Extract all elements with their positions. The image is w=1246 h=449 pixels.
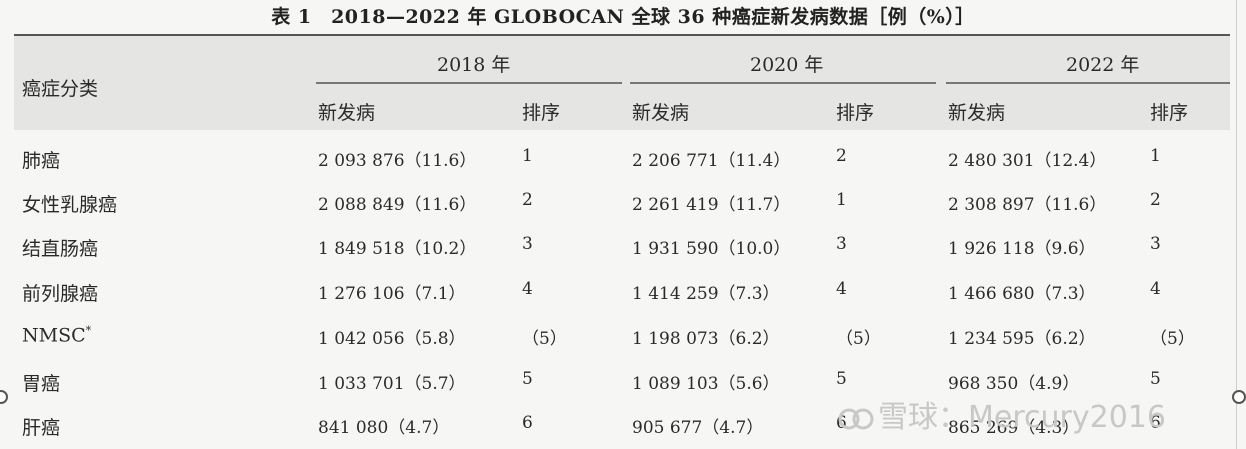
- row-rank-2022: 5: [1150, 369, 1161, 389]
- row-new-cases-2022: 2 308 897（11.6）: [948, 195, 1107, 215]
- category-header: 癌症分类: [22, 78, 99, 100]
- new-cases-header-2018: 新发病: [318, 102, 376, 124]
- rank-header-2020: 排序: [836, 102, 875, 124]
- row-new-cases-2022: 865 269（4.3）: [948, 418, 1080, 438]
- rank-header-2018: 排序: [522, 102, 561, 124]
- row-rank-2022: 6: [1150, 413, 1161, 433]
- category-name: 结直肠癌: [22, 238, 99, 260]
- row-category: 女性乳腺癌: [22, 190, 117, 217]
- row-category: 胃癌: [22, 369, 60, 396]
- row-rank-2020: 1: [836, 190, 847, 210]
- right-handle-icon: [1232, 390, 1246, 404]
- row-new-cases-2022: 1 234 595（6.2）: [948, 329, 1096, 349]
- row-category: 肝癌: [22, 413, 60, 440]
- row-rank-2022: 1: [1150, 146, 1161, 166]
- row-rank-2020: 3: [836, 234, 847, 254]
- row-new-cases-2018: 1 042 056（5.8）: [318, 329, 466, 349]
- rank-header-2022: 排序: [1150, 102, 1189, 124]
- row-rank-2018: 1: [522, 146, 533, 166]
- category-name: 肝癌: [22, 417, 61, 439]
- row-new-cases-2018: 1 033 701（5.7）: [318, 374, 466, 394]
- year-2018-rule: [316, 82, 622, 84]
- row-new-cases-2018: 1 849 518（10.2）: [318, 239, 477, 259]
- row-category: 结直肠癌: [22, 234, 98, 261]
- row-new-cases-2020: 905 677（4.7）: [632, 418, 764, 438]
- watermark-text: 雪球：Mercury2016: [878, 400, 1166, 435]
- row-new-cases-2018: 1 276 106（7.1）: [318, 284, 466, 304]
- category-name: 胃癌: [22, 373, 61, 395]
- year-header-2022: 2022 年: [1066, 54, 1140, 76]
- row-rank-2018: 5: [522, 369, 533, 389]
- row-new-cases-2020: 2 261 419（11.7）: [632, 195, 791, 215]
- row-rank-2022: 2: [1150, 190, 1161, 210]
- category-name: 女性乳腺癌: [22, 194, 118, 216]
- row-new-cases-2022: 968 350（4.9）: [948, 374, 1080, 394]
- row-rank-2018: 6: [522, 413, 533, 433]
- row-rank-2018: 2: [522, 190, 533, 210]
- row-rank-2020: （5）: [836, 329, 881, 349]
- row-rank-2020: 4: [836, 279, 847, 299]
- row-new-cases-2022: 2 480 301（12.4）: [948, 151, 1107, 171]
- table-title: 表 1 2018—2022 年 GLOBOCAN 全球 36 种癌症新发病数据［…: [271, 6, 975, 28]
- row-new-cases-2022: 1 926 118（9.6）: [948, 239, 1096, 259]
- new-cases-header-2022: 新发病: [948, 102, 1006, 124]
- row-category: 肺癌: [22, 146, 60, 173]
- year-header-2018: 2018 年: [437, 54, 511, 76]
- row-new-cases-2018: 2 093 876（11.6）: [318, 151, 477, 171]
- watermark: 雪球：Mercury2016: [838, 392, 1166, 436]
- category-name: NMSC: [22, 324, 86, 347]
- category-name: 肺癌: [22, 150, 61, 172]
- row-new-cases-2018: 841 080（4.7）: [318, 418, 450, 438]
- right-frame-line: [1236, 0, 1237, 449]
- row-new-cases-2020: 2 206 771（11.4）: [632, 151, 791, 171]
- left-handle-icon: [0, 390, 8, 404]
- row-rank-2022: （5）: [1150, 329, 1195, 349]
- row-category: NMSC*: [22, 324, 91, 346]
- new-cases-header-2020: 新发病: [632, 102, 690, 124]
- row-category: 前列腺癌: [22, 279, 98, 306]
- row-rank-2018: 3: [522, 234, 533, 254]
- category-name: 前列腺癌: [22, 283, 99, 305]
- snowball-logo-icon: [838, 408, 874, 429]
- row-new-cases-2020: 1 931 590（10.0）: [632, 239, 791, 259]
- row-rank-2022: 4: [1150, 279, 1161, 299]
- row-new-cases-2020: 1 198 073（6.2）: [632, 329, 780, 349]
- year-2022-rule: [946, 82, 1230, 84]
- footnote-marker: *: [85, 324, 92, 337]
- row-new-cases-2018: 2 088 849（11.6）: [318, 195, 477, 215]
- row-new-cases-2022: 1 466 680（7.3）: [948, 284, 1096, 304]
- row-rank-2020: 5: [836, 369, 847, 389]
- row-rank-2018: 4: [522, 279, 533, 299]
- row-new-cases-2020: 1 089 103（5.6）: [632, 374, 780, 394]
- table-top-rule: [14, 34, 1230, 36]
- row-new-cases-2020: 1 414 259（7.3）: [632, 284, 780, 304]
- row-rank-2020: 2: [836, 146, 847, 166]
- year-2020-rule: [630, 82, 936, 84]
- row-rank-2022: 3: [1150, 234, 1161, 254]
- year-header-2020: 2020 年: [750, 54, 824, 76]
- row-rank-2018: （5）: [522, 329, 567, 349]
